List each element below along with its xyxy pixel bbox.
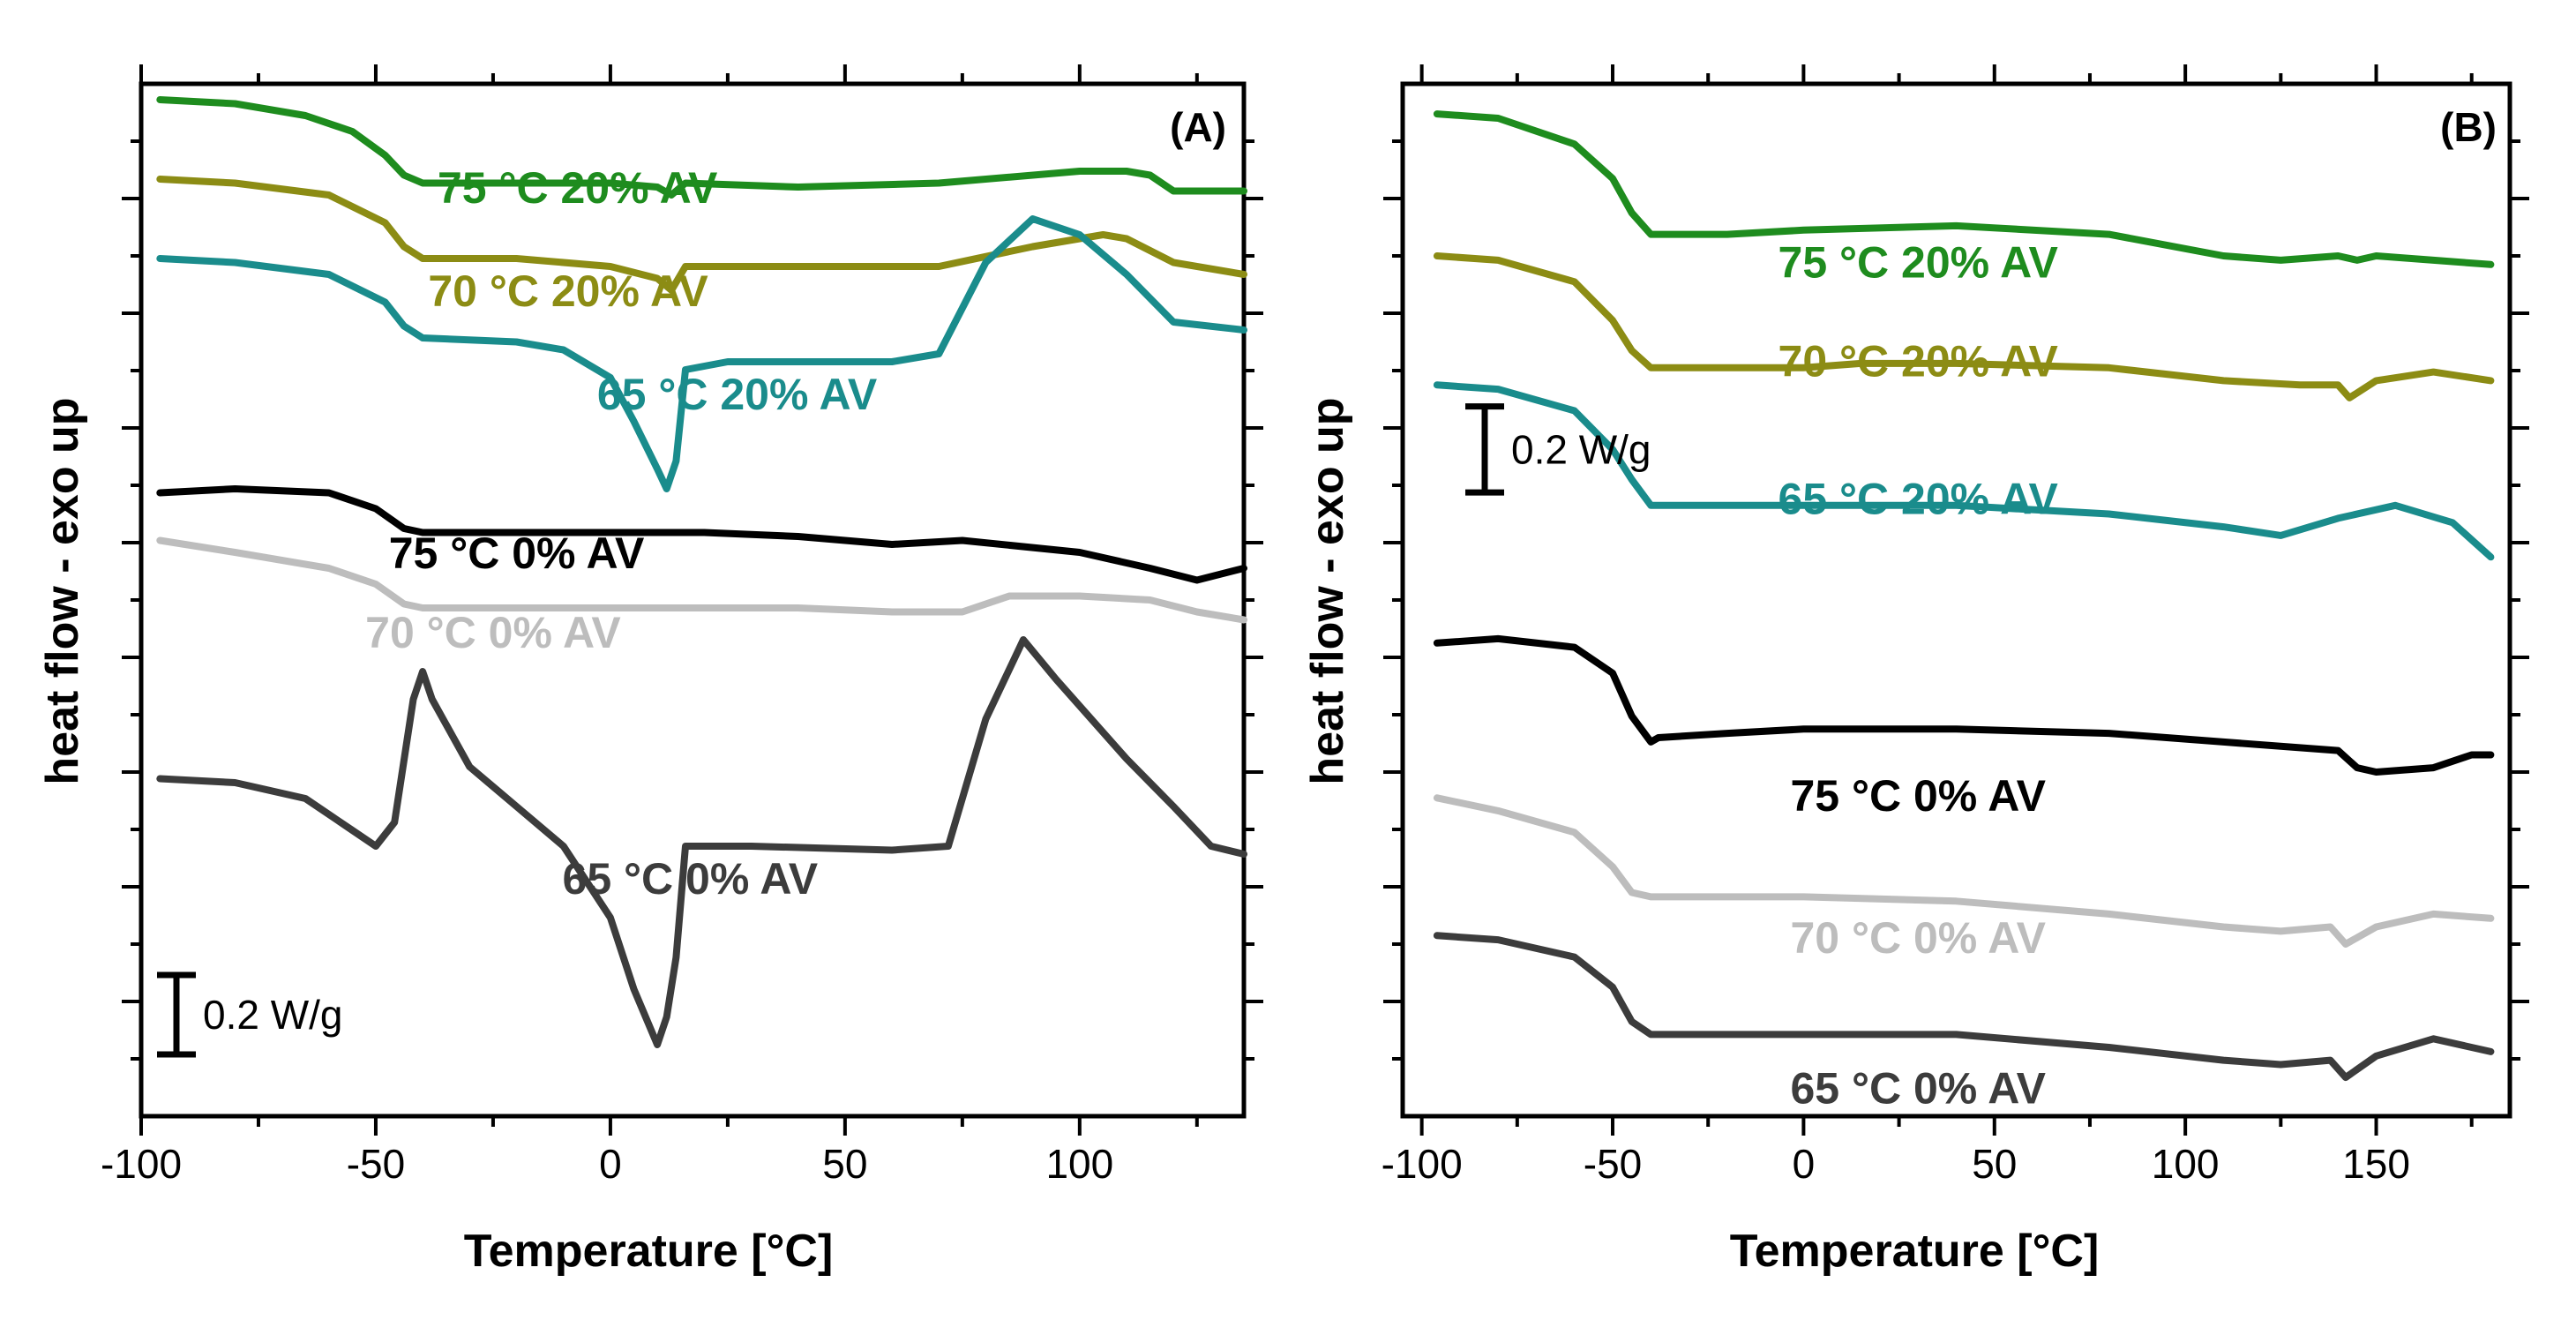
panel-b-series-5-label: 70 °C 0% AV bbox=[1790, 913, 2046, 963]
panel-a-scale-bar-label: 0.2 W/g bbox=[203, 992, 343, 1038]
panel-a-series-6-line bbox=[156, 636, 1247, 1048]
panel-b-series-1-label: 75 °C 20% AV bbox=[1778, 237, 2059, 287]
panel-b-series-6-line bbox=[1433, 932, 2495, 1082]
panel-a-series-4-line bbox=[156, 485, 1247, 584]
panel-b-ylabel: heat flow - exo up bbox=[1302, 397, 1353, 784]
panel-b-xlabel: Temperature [°C] bbox=[1730, 1226, 2100, 1277]
panel-a-series-4-label: 75 °C 0% AV bbox=[389, 529, 645, 578]
panel-a-xtick-label: 50 bbox=[822, 1141, 867, 1187]
panel-b-series-3-line bbox=[1433, 381, 2495, 561]
panel-b-label: (B) bbox=[2440, 104, 2497, 150]
panel-a-xlabel: Temperature [°C] bbox=[464, 1226, 834, 1277]
panel-b-series-4-label: 75 °C 0% AV bbox=[1790, 771, 2046, 821]
panel-a-series-5-label: 70 °C 0% AV bbox=[365, 608, 621, 657]
panel-a-series-2-label: 70 °C 20% AV bbox=[428, 266, 708, 316]
panel-b-series-3-label: 65 °C 20% AV bbox=[1778, 475, 2059, 524]
panel-b-series-2-label: 70 °C 20% AV bbox=[1778, 337, 2059, 386]
panel-a-series-1-label: 75 °C 20% AV bbox=[438, 163, 718, 213]
panel-a-series-3-line bbox=[156, 215, 1247, 492]
panel-b-xtick-label: -50 bbox=[1584, 1141, 1642, 1187]
panel-a-label: (A) bbox=[1170, 104, 1226, 150]
panel-b-xtick-label: 50 bbox=[1972, 1141, 2017, 1187]
panel-b-xtick-label: 100 bbox=[2152, 1141, 2220, 1187]
panel-a-series-5-line bbox=[156, 536, 1247, 624]
panel-a-series-6-label: 65 °C 0% AV bbox=[563, 854, 819, 904]
panel-a-series-2-line bbox=[156, 176, 1247, 294]
panel-b-scale-bar-label: 0.2 W/g bbox=[1511, 426, 1651, 472]
panel-a-xtick-label: 0 bbox=[599, 1141, 622, 1187]
panel-b-series-2-line bbox=[1433, 252, 2495, 401]
panel-a-ylabel: heat flow - exo up bbox=[37, 397, 88, 784]
panel-a-xtick-label: -100 bbox=[101, 1141, 182, 1187]
panel-b-series-4-line bbox=[1433, 634, 2495, 776]
panel-a-xtick-label: 100 bbox=[1045, 1141, 1113, 1187]
panel-b-xtick-label: 150 bbox=[2342, 1141, 2410, 1187]
panel-a: heat flow - exo up Temperature [°C] (A) … bbox=[37, 64, 1263, 1277]
panel-a-series-3-label: 65 °C 20% AV bbox=[597, 370, 878, 419]
panel-b-xtick-label: 0 bbox=[1793, 1141, 1816, 1187]
panel-b: heat flow - exo up Temperature [°C] (B) … bbox=[1302, 64, 2529, 1277]
panel-b-scale-bar bbox=[1465, 403, 1504, 496]
panel-b-series-5-line bbox=[1433, 794, 2495, 948]
panel-b-series-1-line bbox=[1433, 110, 2495, 268]
panel-b-series-6-label: 65 °C 0% AV bbox=[1790, 1063, 2046, 1113]
panel-a-xtick-label: -50 bbox=[347, 1141, 405, 1187]
panel-b-xtick-label: -100 bbox=[1382, 1141, 1463, 1187]
panel-a-series-1-line bbox=[156, 96, 1247, 199]
panel-a-scale-bar bbox=[157, 971, 196, 1058]
